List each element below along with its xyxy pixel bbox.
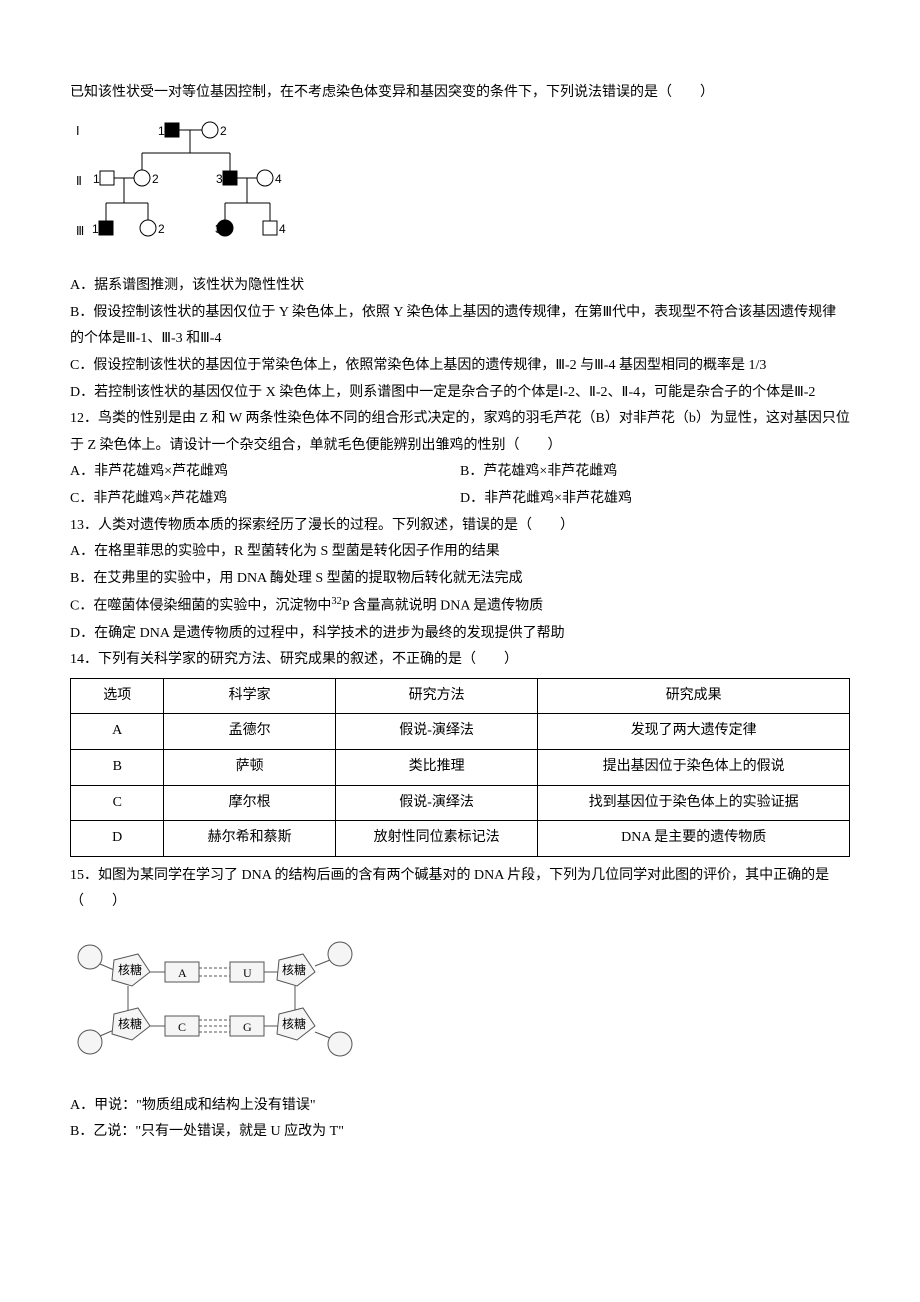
q14-r0c3: 发现了两大遗传定律 [538, 714, 850, 750]
q14-r2c3: 找到基因位于染色体上的实验证据 [538, 785, 850, 821]
q12-stem: 12．鸟类的性别是由 Z 和 W 两条性染色体不同的组合形式决定的，家鸡的羽毛芦… [70, 406, 850, 459]
q15-dna-figure: 核糖 A U 核糖 核糖 C G 核糖 [70, 922, 850, 1083]
q14-r3c0: D [71, 821, 164, 857]
q14-table: 选项 科学家 研究方法 研究成果 A 孟德尔 假说-演绎法 发现了两大遗传定律 … [70, 678, 850, 857]
sugar-label: 核糖 [282, 1016, 306, 1031]
q14-h1: 科学家 [164, 678, 335, 714]
gen-label-2: Ⅱ [76, 174, 82, 188]
q14-r0c0: A [71, 714, 164, 750]
svg-text:3: 3 [216, 172, 223, 186]
ped-II-1 [100, 171, 114, 185]
gen-label-3: Ⅲ [76, 224, 84, 238]
table-row: A 孟德尔 假说-演绎法 发现了两大遗传定律 [71, 714, 850, 750]
q13-optC-post: P 含量高就说明 DNA 是遗传物质 [342, 599, 543, 614]
q13-optC-sup: 32 [331, 596, 342, 607]
ped-II-3 [223, 171, 237, 185]
ped-II-4 [257, 170, 273, 186]
base-label-G: G [243, 1020, 252, 1034]
ped-II-2 [134, 170, 150, 186]
ped-III-2 [140, 220, 156, 236]
q14-h3: 研究成果 [538, 678, 850, 714]
q14-r2c2: 假说-演绎法 [335, 785, 538, 821]
q15-stem: 15．如图为某同学在学习了 DNA 的结构后画的含有两个碱基对的 DNA 片段，… [70, 863, 850, 916]
base-label-U: U [243, 966, 252, 980]
q14-r2c0: C [71, 785, 164, 821]
ped-I-2 [202, 122, 218, 138]
table-row: C 摩尔根 假说-演绎法 找到基因位于染色体上的实验证据 [71, 785, 850, 821]
q12-options-row1: A．非芦花雄鸡×芦花雌鸡 B．芦花雄鸡×非芦花雌鸡 [70, 459, 850, 486]
q14-r1c0: B [71, 749, 164, 785]
q11-optB: B．假设控制该性状的基因仅位于 Y 染色体上，依照 Y 染色体上基因的遗传规律，… [70, 300, 850, 353]
q13-optD: D．在确定 DNA 是遗传物质的过程中，科学技术的进步为最终的发现提供了帮助 [70, 621, 850, 648]
svg-text:1: 1 [92, 222, 99, 236]
q13-optB: B．在艾弗里的实验中，用 DNA 酶处理 S 型菌的提取物后转化就无法完成 [70, 566, 850, 593]
q13-optC-pre: C．在噬菌体侵染细菌的实验中，沉淀物中 [70, 599, 331, 614]
q14-h2: 研究方法 [335, 678, 538, 714]
phosphate-icon [328, 942, 352, 966]
pedigree-svg: Ⅰ Ⅱ Ⅲ 1 2 1 2 3 4 1 2 3 4 [70, 113, 300, 253]
q14-r1c1: 萨顿 [164, 749, 335, 785]
sugar-label: 核糖 [282, 962, 306, 977]
q14-r1c2: 类比推理 [335, 749, 538, 785]
dna-svg: 核糖 A U 核糖 核糖 C G 核糖 [70, 922, 370, 1072]
phosphate-icon [328, 1032, 352, 1056]
q11-pedigree-figure: Ⅰ Ⅱ Ⅲ 1 2 1 2 3 4 1 2 3 4 [70, 113, 850, 264]
ped-III-4 [263, 221, 277, 235]
svg-text:2: 2 [152, 172, 159, 186]
sugar-label: 核糖 [118, 962, 142, 977]
q14-h0: 选项 [71, 678, 164, 714]
q12-options-row2: C．非芦花雌鸡×芦花雄鸡 D．非芦花雌鸡×非芦花雄鸡 [70, 486, 850, 513]
table-row: D 赫尔希和蔡斯 放射性同位素标记法 DNA 是主要的遗传物质 [71, 821, 850, 857]
base-label-C: C [178, 1020, 186, 1034]
q14-r3c1: 赫尔希和蔡斯 [164, 821, 335, 857]
sugar-label: 核糖 [118, 1016, 142, 1031]
q15-optA: A．甲说："物质组成和结构上没有错误" [70, 1093, 850, 1120]
svg-text:2: 2 [220, 124, 227, 138]
q12-optA: A．非芦花雄鸡×芦花雌鸡 [70, 459, 460, 486]
phosphate-icon [78, 1030, 102, 1054]
q14-stem: 14．下列有关科学家的研究方法、研究成果的叙述，不正确的是（ ） [70, 647, 850, 674]
q14-r2c1: 摩尔根 [164, 785, 335, 821]
svg-text:1: 1 [93, 172, 100, 186]
svg-text:4: 4 [279, 222, 286, 236]
svg-text:2: 2 [158, 222, 165, 236]
q14-r3c3: DNA 是主要的遗传物质 [538, 821, 850, 857]
q13-stem: 13．人类对遗传物质本质的探索经历了漫长的过程。下列叙述，错误的是（ ） [70, 513, 850, 540]
gen-label-1: Ⅰ [76, 124, 80, 138]
base-label-A: A [178, 966, 187, 980]
q11-optD: D．若控制该性状的基因仅位于 X 染色体上，则系谱图中一定是杂合子的个体是Ⅰ-2… [70, 380, 850, 407]
svg-text:3: 3 [215, 222, 222, 236]
q14-r0c2: 假说-演绎法 [335, 714, 538, 750]
svg-text:4: 4 [275, 172, 282, 186]
q11-stem: 已知该性状受一对等位基因控制，在不考虑染色体变异和基因突变的条件下，下列说法错误… [70, 80, 850, 107]
q14-r0c1: 孟德尔 [164, 714, 335, 750]
q13-optC: C．在噬菌体侵染细菌的实验中，沉淀物中32P 含量高就说明 DNA 是遗传物质 [70, 592, 850, 620]
ped-III-1 [99, 221, 113, 235]
q14-r3c2: 放射性同位素标记法 [335, 821, 538, 857]
q14-r1c3: 提出基因位于染色体上的假说 [538, 749, 850, 785]
ped-I-1 [165, 123, 179, 137]
q12-optB: B．芦花雄鸡×非芦花雌鸡 [460, 459, 850, 486]
q13-optA: A．在格里菲思的实验中，R 型菌转化为 S 型菌是转化因子作用的结果 [70, 539, 850, 566]
q12-optD: D．非芦花雌鸡×非芦花雄鸡 [460, 486, 850, 513]
table-row: B 萨顿 类比推理 提出基因位于染色体上的假说 [71, 749, 850, 785]
q14-header-row: 选项 科学家 研究方法 研究成果 [71, 678, 850, 714]
q11-optA: A．据系谱图推测，该性状为隐性性状 [70, 273, 850, 300]
q11-optC: C．假设控制该性状的基因位于常染色体上，依照常染色体上基因的遗传规律，Ⅲ-2 与… [70, 353, 850, 380]
phosphate-icon [78, 945, 102, 969]
svg-text:1: 1 [158, 124, 165, 138]
q12-optC: C．非芦花雌鸡×芦花雄鸡 [70, 486, 460, 513]
q15-optB: B．乙说："只有一处错误，就是 U 应改为 T" [70, 1119, 850, 1146]
